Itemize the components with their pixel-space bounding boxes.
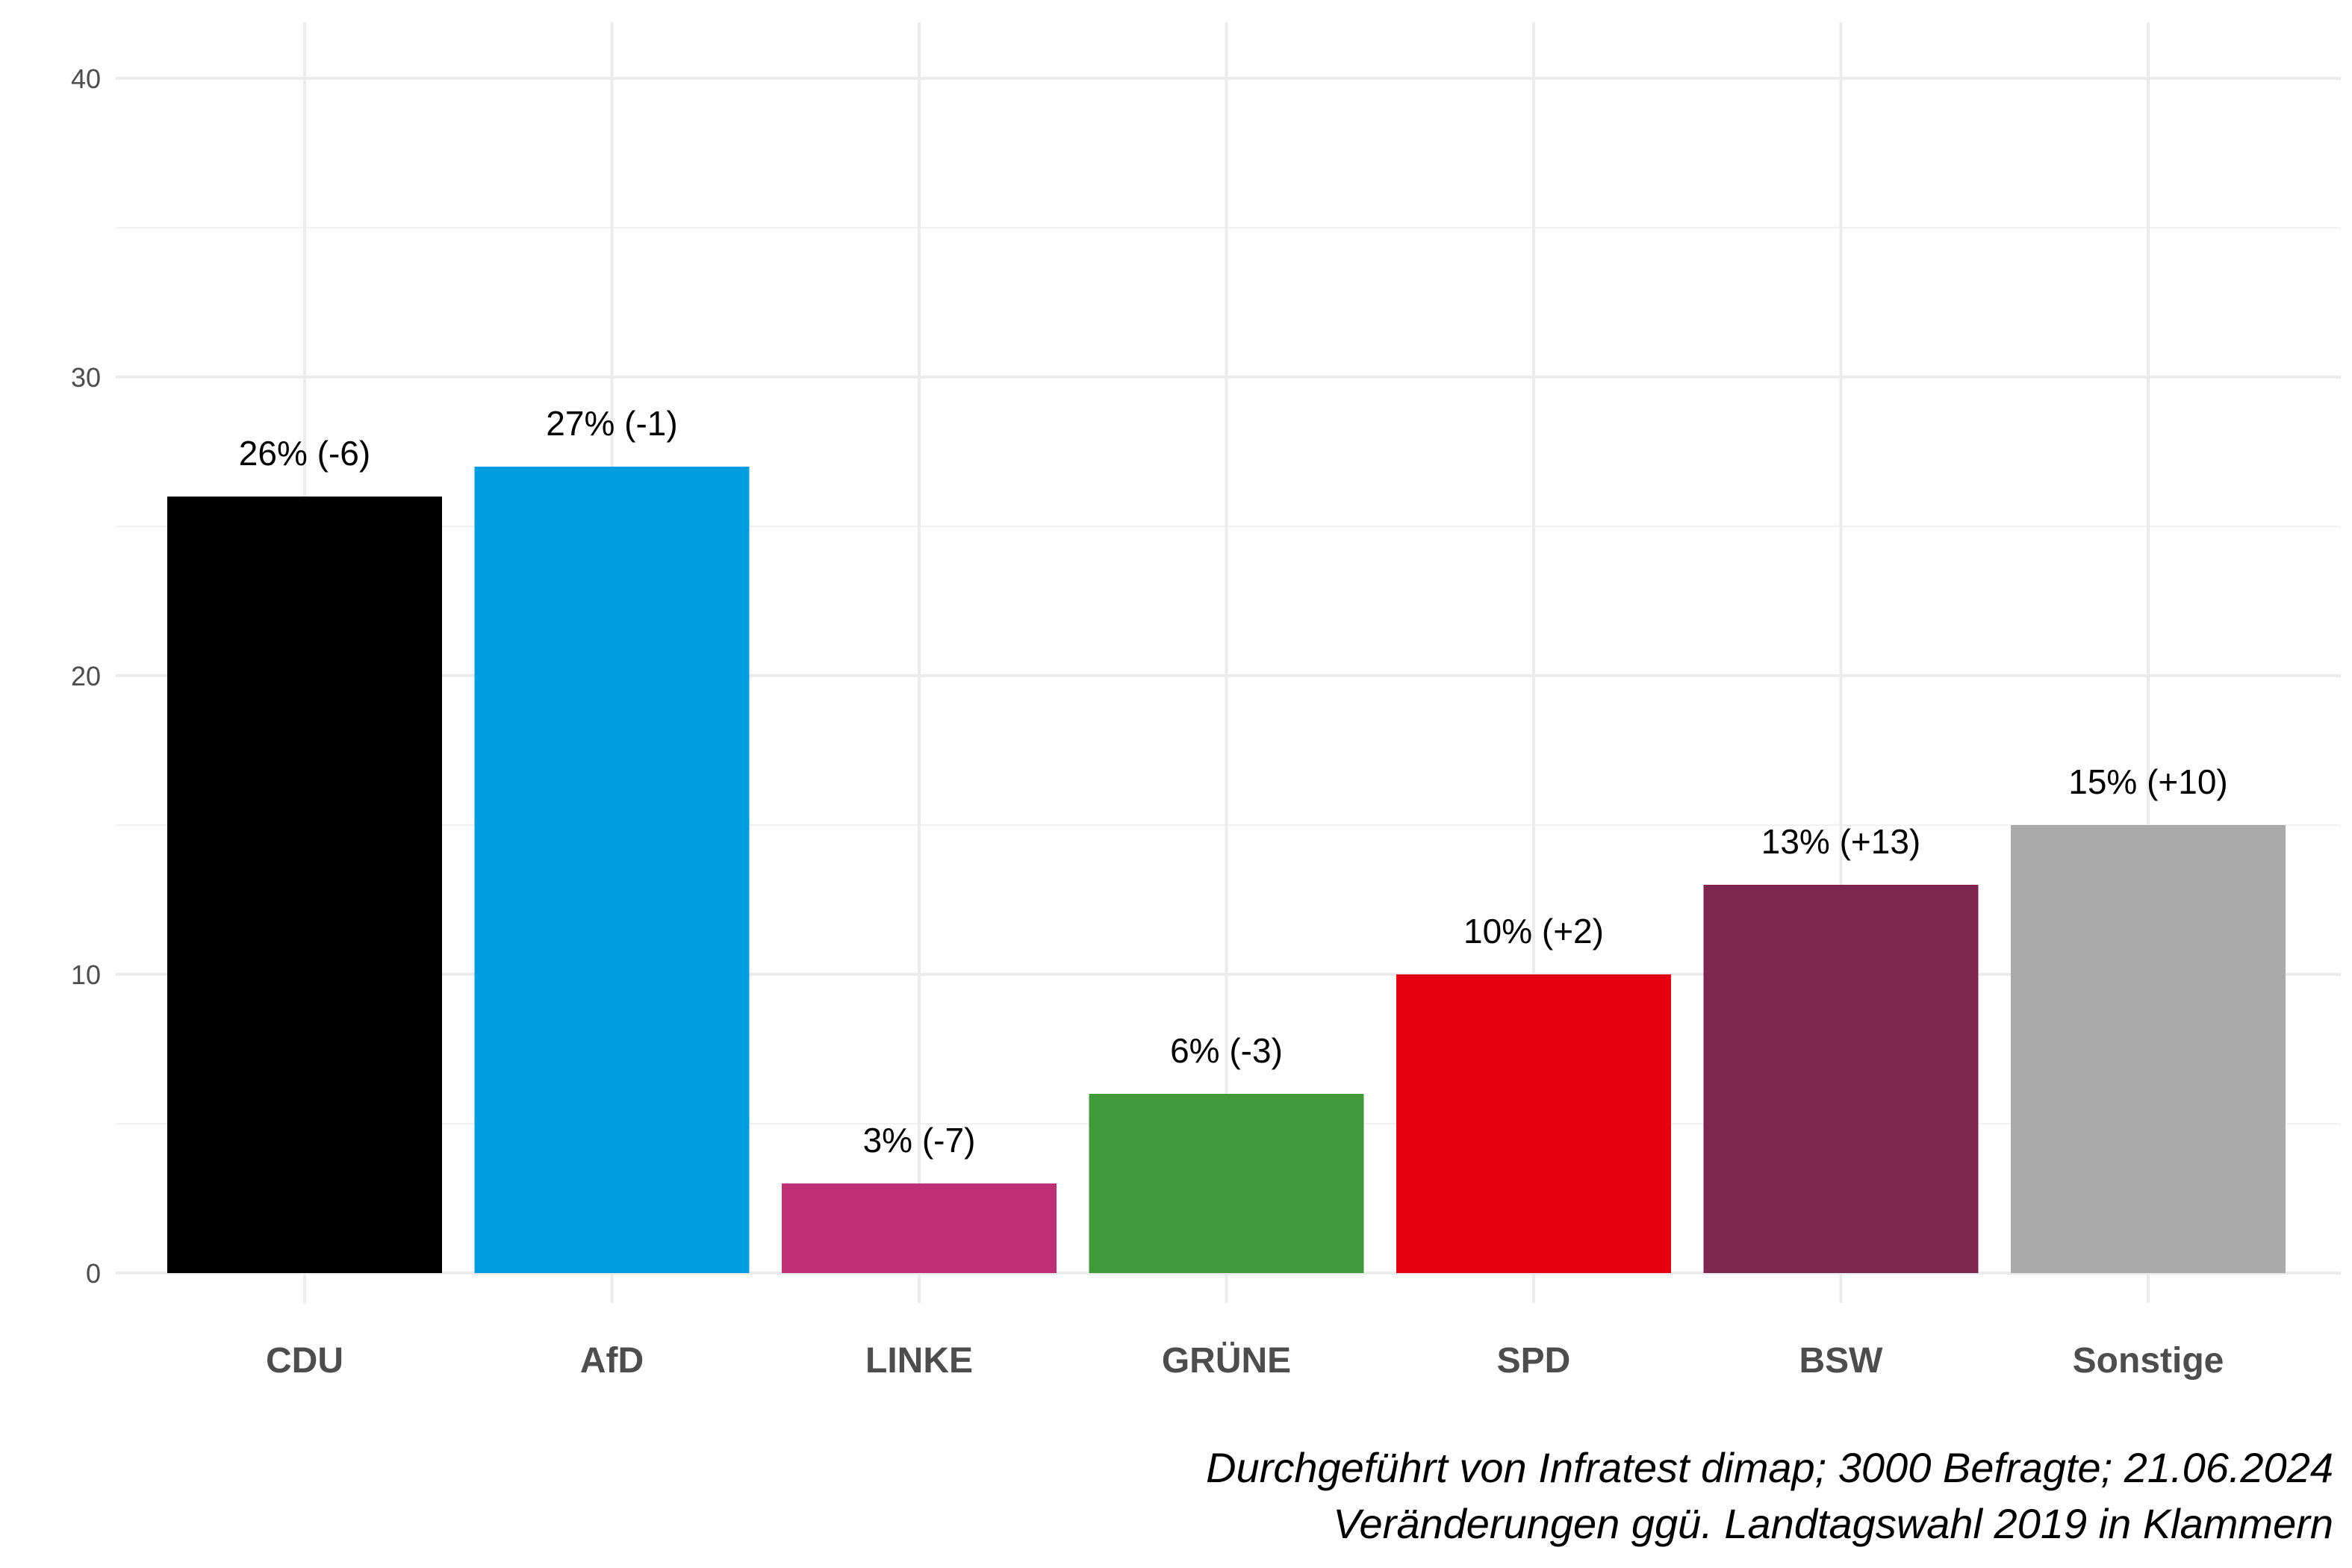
- bars: [167, 467, 2286, 1273]
- x-tick-label: LINKE: [865, 1341, 973, 1381]
- x-tick-label: Sonstige: [2073, 1341, 2224, 1381]
- y-tick-label: 40: [71, 63, 101, 94]
- data-label: 15% (+10): [2068, 762, 2228, 801]
- y-tick-label: 10: [71, 959, 101, 990]
- bar-grüne: [1089, 1094, 1364, 1273]
- data-label: 3% (-7): [863, 1121, 976, 1160]
- bar-afd: [474, 467, 750, 1273]
- y-tick-label: 30: [71, 362, 101, 393]
- x-tick-label: CDU: [266, 1341, 343, 1381]
- bar-cdu: [167, 497, 442, 1273]
- x-tick-label: SPD: [1497, 1341, 1571, 1381]
- data-label: 26% (-6): [239, 434, 370, 473]
- x-tick-label: GRÜNE: [1162, 1341, 1291, 1381]
- bar-sonstige: [2011, 825, 2286, 1273]
- y-axis-ticks: 0 10 20 30 40: [71, 63, 101, 1289]
- y-tick-label: 20: [71, 661, 101, 691]
- caption-line-2: Veränderungen ggü. Landtagswahl 2019 in …: [1333, 1500, 2333, 1547]
- bar-bsw: [1703, 885, 1979, 1273]
- data-label: 13% (+13): [1761, 822, 1921, 861]
- bar-spd: [1396, 974, 1671, 1273]
- data-label: 6% (-3): [1170, 1031, 1283, 1070]
- data-label: 10% (+2): [1463, 912, 1604, 951]
- y-tick-label: 0: [86, 1258, 101, 1289]
- x-axis-labels: CDU AfD LINKE GRÜNE SPD BSW Sonstige: [266, 1341, 2224, 1381]
- caption-line-1: Durchgeführt von Infratest dimap; 3000 B…: [1206, 1444, 2333, 1491]
- data-label: 27% (-1): [546, 404, 677, 443]
- data-labels: 26% (-6) 27% (-1) 3% (-7) 6% (-3) 10% (+2) 13…: [239, 404, 2228, 1160]
- x-tick-label: AfD: [580, 1341, 644, 1381]
- bar-linke: [782, 1183, 1057, 1273]
- x-tick-label: BSW: [1799, 1341, 1884, 1381]
